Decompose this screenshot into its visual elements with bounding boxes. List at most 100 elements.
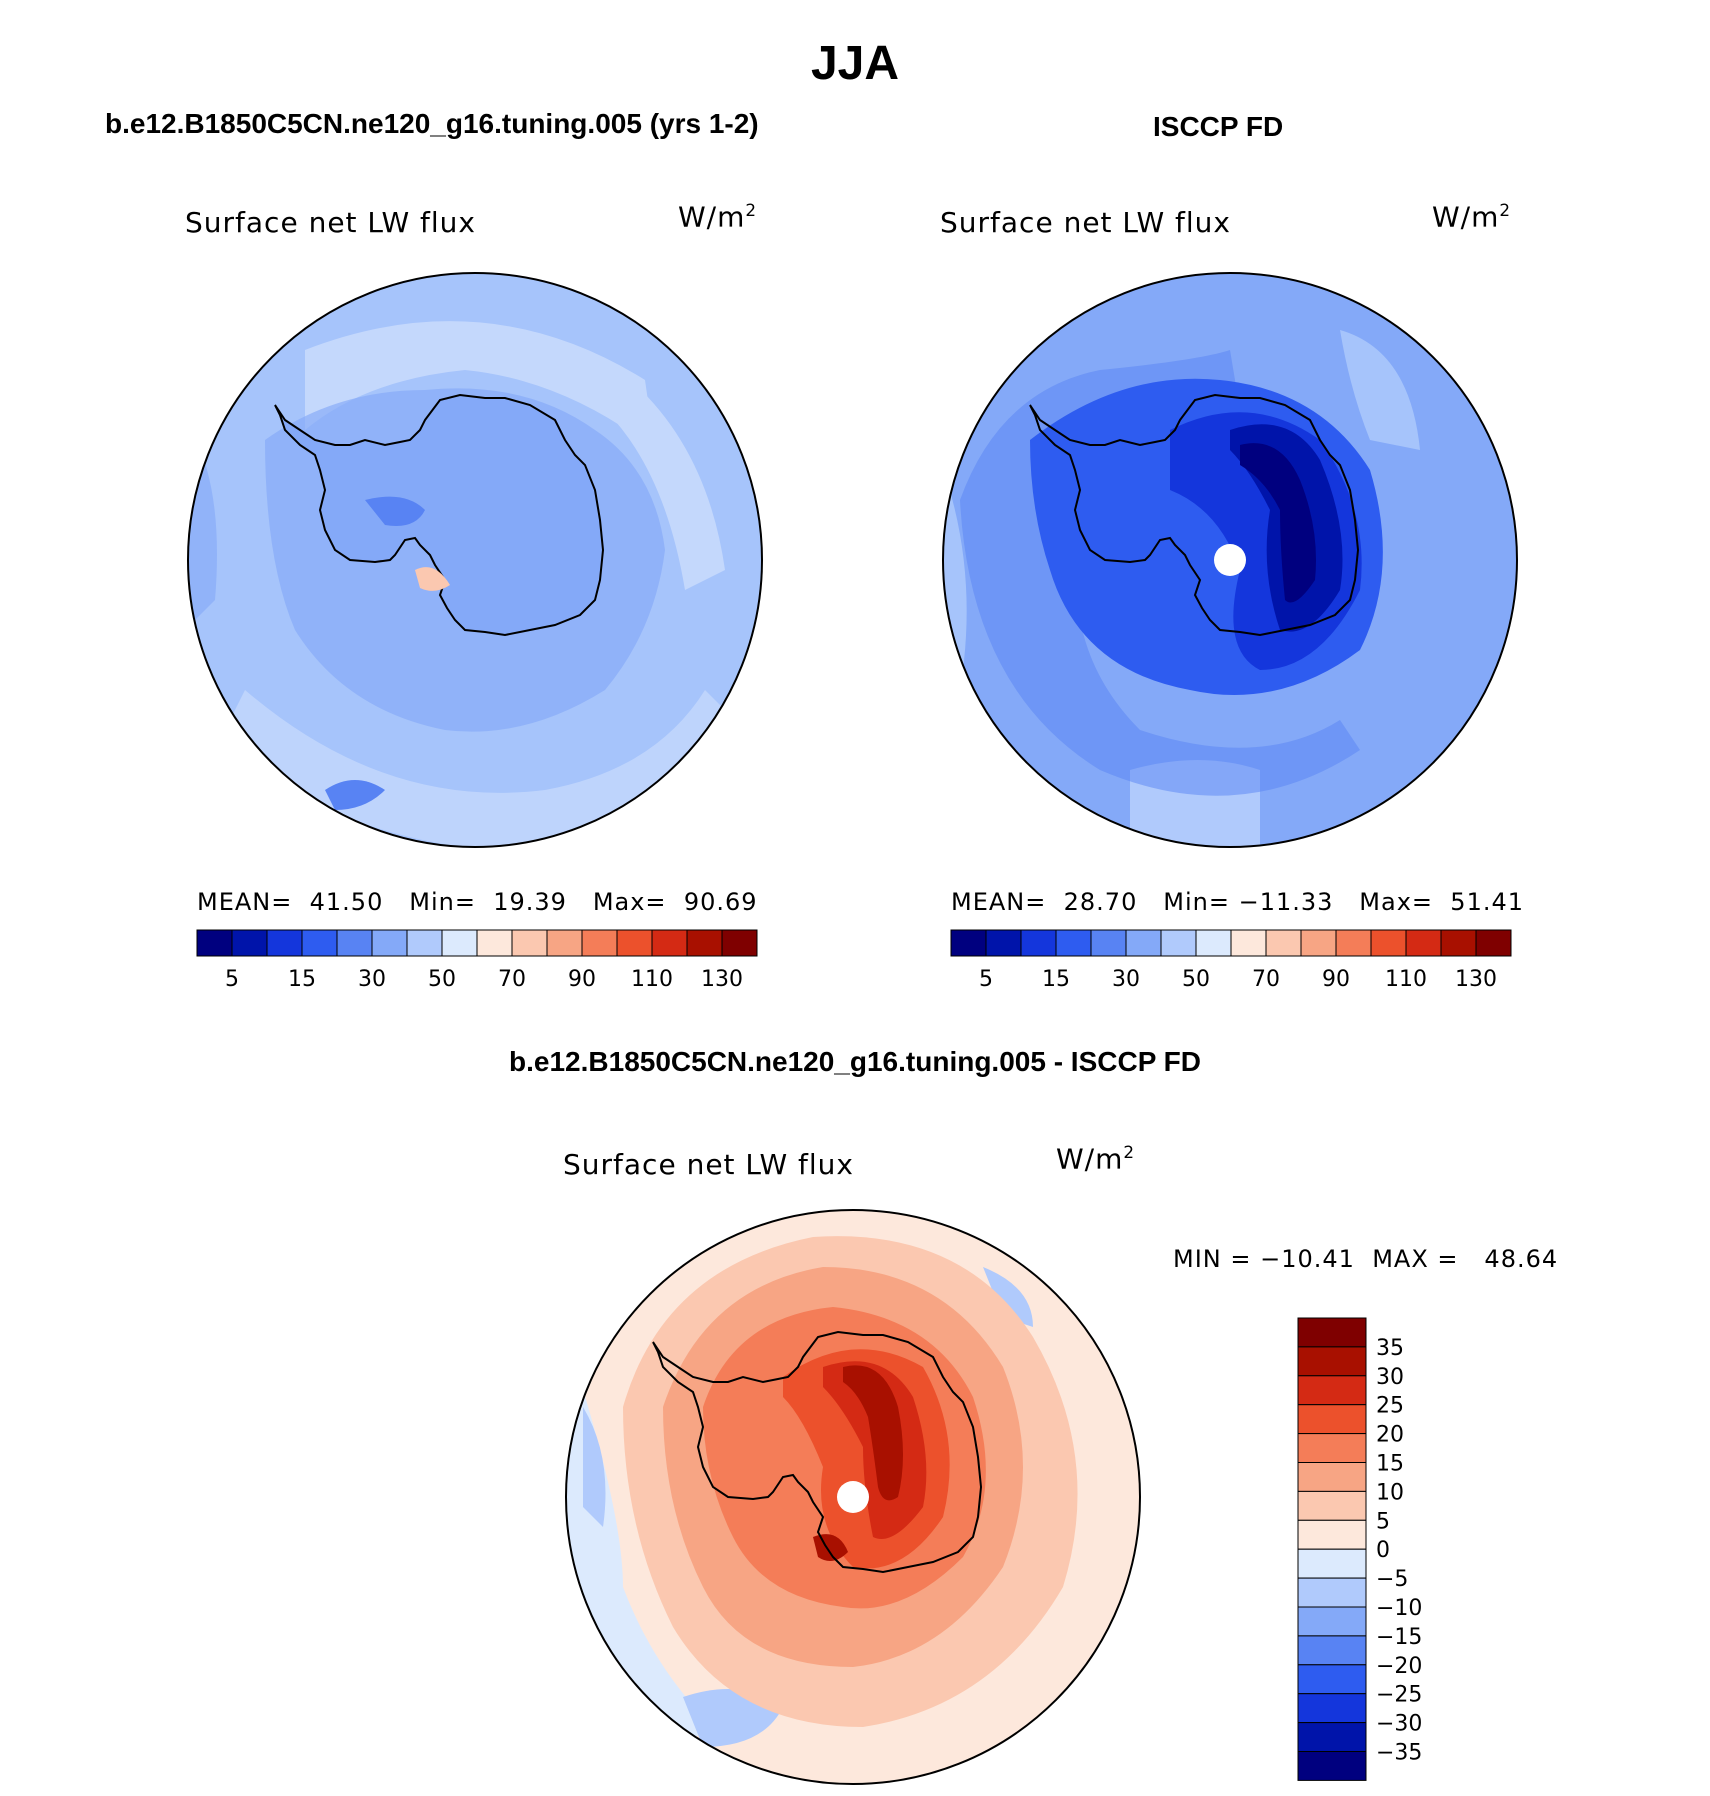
panel3-colorbar-box [1297,1751,1367,1781]
panel1-colorbar-label: 15 [288,967,316,992]
panel3-colorbar-label: −5 [1376,1567,1408,1592]
panel2-colorbar-box [1125,929,1162,957]
panel3-colorbar-label: 20 [1376,1423,1404,1448]
panel2-colorbar-label: 130 [1455,967,1497,992]
panel2-colorbar-box [1440,929,1477,957]
panel1-colorbar-box [231,929,268,957]
panel3-colorbar-label: 15 [1376,1452,1404,1477]
panel2-colorbar-box [1055,929,1092,957]
panel1-colorbar-label: 5 [225,967,239,992]
panel3-colorbar-box [1297,1519,1367,1550]
panel3-colorbar-label: 10 [1376,1480,1404,1505]
panel2-colorbar-label: 70 [1252,967,1280,992]
panel3-colorbar-label: −25 [1376,1683,1422,1708]
panel3-colorbar-box [1297,1722,1367,1753]
panel2-stats: MEAN= 28.70 Min= −11.33 Max= 51.41 [951,888,1525,916]
panel3-colorbar-label: −20 [1376,1654,1422,1679]
panel2-colorbar-box [1020,929,1057,957]
panel1-colorbar-box [406,929,443,957]
panel3-colorbar-label: −35 [1376,1741,1422,1766]
panel2-colorbar-label: 90 [1322,967,1350,992]
panel2-colorbar-label: 50 [1182,967,1210,992]
panel1-variable-label: Surface net LW flux [185,206,476,239]
panel2-colorbar-label: 15 [1042,967,1070,992]
panel1-colorbar-box [301,929,338,957]
panel1-colorbar-box [266,929,303,957]
panel1-colorbar-box [371,929,408,957]
panel3-variable-label: Surface net LW flux [563,1148,854,1181]
panel3-colorbar: 35 30 25 20 15 10 5 0 −5 −10 −15 −20 −25 −30 −35 [1297,1317,1422,1781]
panel2-colorbar-box [1370,929,1407,957]
panel2-colorbar-label: 5 [979,967,993,992]
panel2-variable-label: Surface net LW flux [940,206,1231,239]
panel1-colorbar-box [581,929,618,957]
panel3-colorbar-box [1297,1548,1367,1579]
panel1-colorbar-box [476,929,513,957]
panel1-colorbar-box [336,929,373,957]
panel2-colorbar: 5 15 30 50 70 90 110 130 [950,929,1512,992]
panel3-colorbar-box [1297,1606,1367,1637]
panel3-colorbar-label: 25 [1376,1394,1404,1419]
panel3-colorbar-label: −10 [1376,1596,1422,1621]
panel3-colorbar-box [1297,1375,1367,1406]
panel3-colorbar-box [1297,1462,1367,1492]
panel2-colorbar-box [1335,929,1372,957]
panel1-map-boundary [187,272,763,848]
panel2-colorbar-label: 30 [1112,967,1140,992]
panel1-colorbar-label: 110 [631,967,673,992]
panel3-colorbar-label: 0 [1376,1538,1390,1563]
panel1-colorbar-box [511,929,548,957]
panel2-colorbar-box [1265,929,1302,957]
panel3-stats: MIN = −10.41 MAX = 48.64 [1173,1245,1559,1273]
panel1-colorbar-box [441,929,478,957]
panel1-colorbar-label: 50 [428,967,456,992]
panel1-colorbar-label: 90 [568,967,596,992]
panel3-colorbar-box [1297,1693,1367,1724]
panel2-antarctica-coastline [1029,393,1360,637]
panel2-map-boundary [942,272,1518,848]
panel3-colorbar-label: 5 [1376,1509,1390,1534]
panel3-colorbar-label: −15 [1376,1625,1422,1650]
panel3-colorbar-box [1297,1490,1367,1521]
panel2-colorbar-box [1090,929,1127,957]
panel2-case-label: ISCCP FD [1153,111,1284,142]
panel3-colorbar-box [1297,1346,1367,1377]
panel3-colorbar-label: 30 [1376,1365,1404,1390]
panel1-stats: MEAN= 41.50 Min= 19.39 Max= 90.69 [197,888,758,916]
panel1-colorbar-label: 130 [701,967,743,992]
panel3-colorbar-label: 35 [1376,1336,1404,1361]
panel2-polar-map [942,272,1518,848]
panel2-units-label: W/m2 [1432,200,1512,234]
panel3-antarctica-coastline [652,1330,983,1574]
panel3-case-label: b.e12.B1850C5CN.ne120_g16.tuning.005 - I… [509,1046,1201,1077]
panel1-antarctica-coastline [274,393,605,637]
panel3-polar-map [565,1209,1141,1785]
panel3-colorbar-box [1297,1433,1367,1463]
panel1-colorbar: 5 15 30 50 70 90 110 130 [196,929,758,992]
panel3-map-boundary [565,1209,1141,1785]
panel2-colorbar-box [1195,929,1232,957]
figure-title: JJA [810,37,900,90]
panel1-colorbar-box [196,929,233,957]
panel1-case-label: b.e12.B1850C5CN.ne120_g16.tuning.005 (yr… [105,108,759,139]
panel3-colorbar-label: −30 [1376,1712,1422,1737]
panel3-colorbar-box [1297,1317,1367,1348]
panel2-colorbar-box [1300,929,1337,957]
panel2-pole-hole [1214,544,1246,576]
panel1-colorbar-box [546,929,583,957]
panel1-units-label: W/m2 [678,200,758,234]
panel2-colorbar-box [1475,929,1512,957]
panel1-colorbar-box [686,929,723,957]
panel3-colorbar-box [1297,1664,1367,1695]
panel2-colorbar-box [1230,929,1267,957]
panel1-colorbar-label: 30 [358,967,386,992]
panel1-colorbar-label: 70 [498,967,526,992]
panel2-colorbar-box [1405,929,1442,957]
panel1-colorbar-box [616,929,653,957]
panel2-colorbar-box [985,929,1022,957]
panel1-colorbar-box [721,929,758,957]
panel3-units-label: W/m2 [1056,1142,1136,1176]
panel2-colorbar-box [950,929,987,957]
panel3-colorbar-box [1297,1635,1367,1666]
panel3-colorbar-box [1297,1577,1367,1608]
